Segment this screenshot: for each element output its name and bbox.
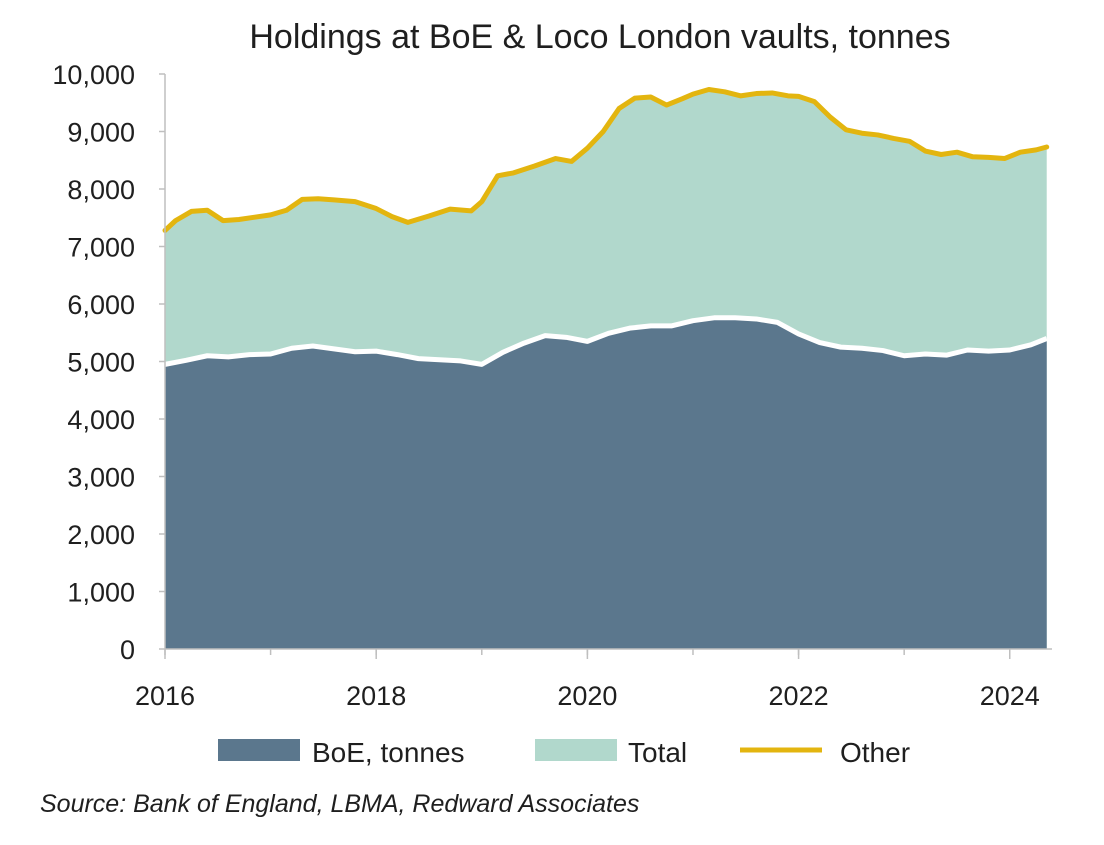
y-tick-label: 4,000: [67, 405, 135, 435]
y-tick-label: 5,000: [67, 348, 135, 378]
axes: 0 1,000 2,000 3,000 4,000 5,000 6,000 7,000 8,00…: [52, 60, 1052, 711]
boe-edge-line: [164, 315, 1048, 367]
x-tick-label: 2020: [557, 681, 617, 711]
chart-title: Holdings at BoE & Loco London vaults, to…: [249, 18, 950, 56]
area-boe: [165, 317, 1047, 649]
legend: BoE, tonnes Total Other: [218, 737, 910, 768]
y-tick-label: 9,000: [67, 118, 135, 148]
y-tick-label: 3,000: [67, 463, 135, 493]
legend-swatch-boe: [218, 739, 300, 761]
y-tick-label: 0: [120, 635, 135, 665]
y-tick-label: 8,000: [67, 175, 135, 205]
x-tick-label: 2022: [769, 681, 829, 711]
legend-label-boe: BoE, tonnes: [312, 737, 465, 768]
y-tick-label: 6,000: [67, 290, 135, 320]
y-tick-label: 2,000: [67, 520, 135, 550]
y-tick-label: 10,000: [52, 60, 135, 90]
x-tick-label: 2024: [980, 681, 1040, 711]
series-other-line: [162, 87, 1050, 233]
area-chart: Holdings at BoE & Loco London vaults, to…: [52, 18, 1052, 768]
legend-label-other: Other: [840, 737, 910, 768]
y-tick-label: 7,000: [67, 233, 135, 263]
legend-swatch-total: [535, 739, 617, 761]
plot-area: [162, 87, 1050, 649]
x-tick-label: 2016: [135, 681, 195, 711]
source-note: Source: Bank of England, LBMA, Redward A…: [40, 790, 640, 818]
legend-label-total: Total: [628, 737, 687, 768]
x-tick-label: 2018: [346, 681, 406, 711]
y-tick-label: 1,000: [67, 578, 135, 608]
